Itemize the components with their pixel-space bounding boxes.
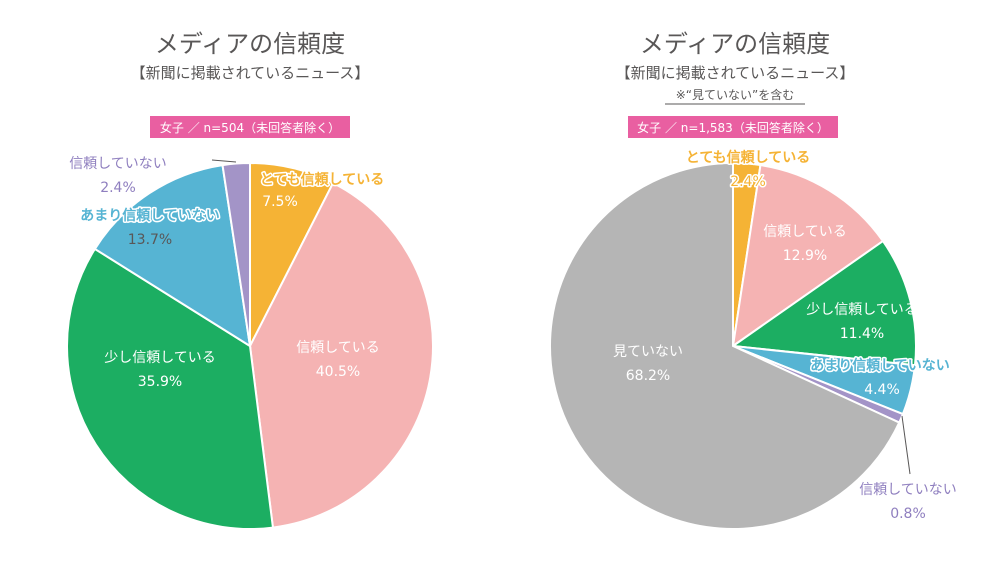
left-chart-subtitle: 【新聞に掲載されているニュース】 bbox=[131, 64, 370, 82]
slice-label-name-2: 少し信頼している bbox=[104, 350, 216, 366]
right-sample-badge bbox=[628, 116, 838, 138]
pie-slice-left-1 bbox=[248, 181, 434, 529]
right-sample-badge-text: 女子 ／ n=1,583（未回答者除く） bbox=[637, 120, 829, 135]
slice-label-value-1: 40.5% bbox=[316, 364, 360, 380]
slice-label-value-3: 4.4% bbox=[864, 382, 900, 398]
left-sample-badge bbox=[150, 116, 350, 138]
pie-slice-right-1 bbox=[731, 163, 885, 349]
slice-label-name-3: あまり信頼していない bbox=[80, 207, 220, 224]
pie-slice-left-2 bbox=[66, 247, 275, 530]
right-chart-subtitle: 【新聞に掲載されているニュース】 bbox=[616, 64, 855, 82]
slice-label-value-0: 2.4% bbox=[730, 174, 766, 190]
right-chart-header: メディアの信頼度 【新聞に掲載されているニュース】 ※“見ていない”を含む 女子… bbox=[616, 30, 855, 138]
slice-label-name-2: 少し信頼している bbox=[806, 302, 918, 318]
slice-label-value-2: 11.4% bbox=[840, 326, 884, 342]
left-pie-chart: とても信頼している 7.5% 信頼している 40.5% 少し信頼している 35.9% あまり… bbox=[66, 156, 434, 530]
pie-slice-right-5 bbox=[549, 161, 901, 530]
slice-label-value-2: 35.9% bbox=[138, 374, 182, 390]
pie-slice-left-4 bbox=[221, 161, 251, 347]
slice-label-value-3: 13.7% bbox=[128, 232, 172, 248]
left-chart-header: メディアの信頼度 【新聞に掲載されているニュース】 女子 ／ n=504（未回答… bbox=[131, 30, 370, 138]
slice-label-value-4: 2.4% bbox=[100, 180, 136, 196]
leader-line-0 bbox=[211, 159, 237, 163]
pie-slice-left-3 bbox=[93, 163, 252, 349]
slice-label-value-0: 7.5% bbox=[262, 194, 298, 210]
slice-label-name-0: とても信頼している bbox=[260, 171, 384, 188]
slice-label-name-1: 信頼している bbox=[296, 340, 380, 356]
pie-slice-right-2 bbox=[730, 239, 917, 367]
slice-label-name-4: 信頼していない bbox=[859, 482, 957, 498]
slice-label-name-0: とても信頼している bbox=[686, 149, 810, 166]
slice-label-name-4: 信頼していない bbox=[69, 156, 167, 172]
right-pie-chart: とても信頼している 2.4% 信頼している 12.9% 少し信頼している 11.4% あまり… bbox=[549, 148, 957, 530]
slice-label-value-4: 0.8% bbox=[890, 506, 926, 522]
right-chart-title: メディアの信頼度 bbox=[640, 30, 830, 58]
slice-label-value-1: 12.9% bbox=[783, 248, 827, 264]
leader-line-0 bbox=[901, 415, 911, 475]
slice-label-name-1: 信頼している bbox=[763, 224, 847, 240]
left-sample-badge-text: 女子 ／ n=504（未回答者除く） bbox=[160, 120, 340, 135]
slice-label-value-5: 68.2% bbox=[626, 368, 670, 384]
right-chart-note: ※“見ていない”を含む bbox=[676, 87, 795, 102]
left-chart-title: メディアの信頼度 bbox=[155, 30, 345, 58]
slice-label-name-3: あまり信頼していない bbox=[810, 357, 950, 374]
slice-label-name-5: 見ていない bbox=[613, 344, 683, 360]
